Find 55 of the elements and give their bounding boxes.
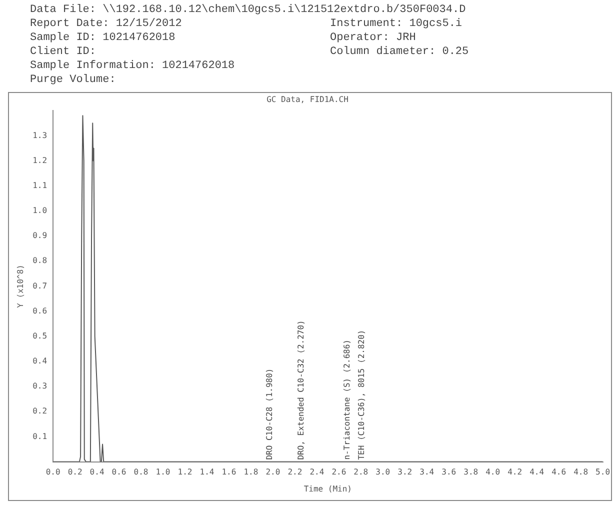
x-tick-label: 5.0 bbox=[596, 468, 610, 477]
text: Instrument: 10gcs5.i bbox=[330, 18, 462, 30]
text: Operator: JRH bbox=[330, 32, 416, 44]
annotation: TEH (C10-C36), 8015 (2.820) bbox=[357, 330, 366, 460]
text: Data File: \\192.168.10.12\chem\10gcs5.i\121512extdro.b/350F0034.D bbox=[30, 4, 466, 16]
x-tick-label: 3.2 bbox=[398, 468, 412, 477]
text: Purge Volume: bbox=[30, 74, 116, 86]
y-tick-label: 0.2 bbox=[32, 406, 48, 416]
x-tick-label: 1.0 bbox=[156, 468, 170, 477]
x-tick-label: 3.6 bbox=[442, 468, 456, 477]
x-tick-label: 2.0 bbox=[266, 468, 280, 477]
x-tick-label: 4.0 bbox=[486, 468, 500, 477]
x-tick-label: 4.2 bbox=[508, 468, 522, 477]
x-tick-label: 3.4 bbox=[420, 468, 434, 477]
x-tick-label: 4.4 bbox=[530, 468, 544, 477]
text: Column diameter: 0.25 bbox=[330, 46, 469, 58]
x-tick-label: 2.8 bbox=[354, 468, 368, 477]
x-tick-label: 4.6 bbox=[552, 468, 566, 477]
y-tick-label: 1.3 bbox=[32, 130, 48, 140]
y-tick-label: 0.4 bbox=[32, 356, 48, 366]
chart-title: GC Data, FID1A.CH bbox=[266, 94, 349, 104]
y-tick-label: 1.1 bbox=[32, 180, 48, 190]
y-tick-label: 0.7 bbox=[32, 281, 48, 290]
y-tick-label: 0.3 bbox=[32, 382, 48, 391]
x-tick-label: 0.6 bbox=[112, 468, 126, 477]
x-axis-title: Time (Min) bbox=[304, 484, 352, 494]
x-tick-label: 0.2 bbox=[68, 468, 82, 477]
x-tick-label: 3.0 bbox=[376, 468, 390, 477]
x-tick-label: 1.2 bbox=[178, 468, 192, 477]
x-tick-label: 2.2 bbox=[288, 468, 302, 477]
y-tick-label: 0.5 bbox=[32, 331, 48, 340]
text: Report Date: 12/15/2012 bbox=[30, 18, 182, 30]
x-tick-label: 0.8 bbox=[134, 468, 148, 477]
y-tick-label: 0.1 bbox=[32, 432, 48, 441]
y-tick-label: 0.8 bbox=[32, 256, 48, 266]
y-tick-label: 1.2 bbox=[32, 156, 48, 165]
y-axis-title: Y (x10^8) bbox=[16, 264, 25, 308]
x-tick-label: 4.8 bbox=[574, 468, 588, 477]
x-tick-label: 1.8 bbox=[244, 468, 258, 477]
x-tick-label: 1.4 bbox=[200, 468, 214, 477]
x-tick-label: 0.0 bbox=[46, 468, 60, 477]
x-tick-label: 3.8 bbox=[464, 468, 478, 477]
y-tick-label: 1.0 bbox=[32, 206, 48, 216]
x-tick-label: 0.4 bbox=[90, 468, 104, 477]
text: Sample Information: 10214762018 bbox=[30, 60, 235, 72]
annotation: DRO, Extended C10-C32 (2.270) bbox=[296, 320, 306, 460]
annotation: DRO C10-C28 (1.980) bbox=[264, 368, 274, 460]
annotation: n-Triacontane (S) (2.686) bbox=[342, 339, 352, 460]
text: Client ID: bbox=[30, 46, 96, 58]
x-tick-label: 2.4 bbox=[310, 468, 324, 477]
x-tick-label: 1.6 bbox=[222, 468, 236, 477]
text: Sample ID: 10214762018 bbox=[30, 32, 176, 44]
y-tick-label: 0.9 bbox=[32, 231, 48, 240]
y-tick-label: 0.6 bbox=[32, 306, 48, 316]
x-tick-label: 2.6 bbox=[332, 468, 346, 477]
